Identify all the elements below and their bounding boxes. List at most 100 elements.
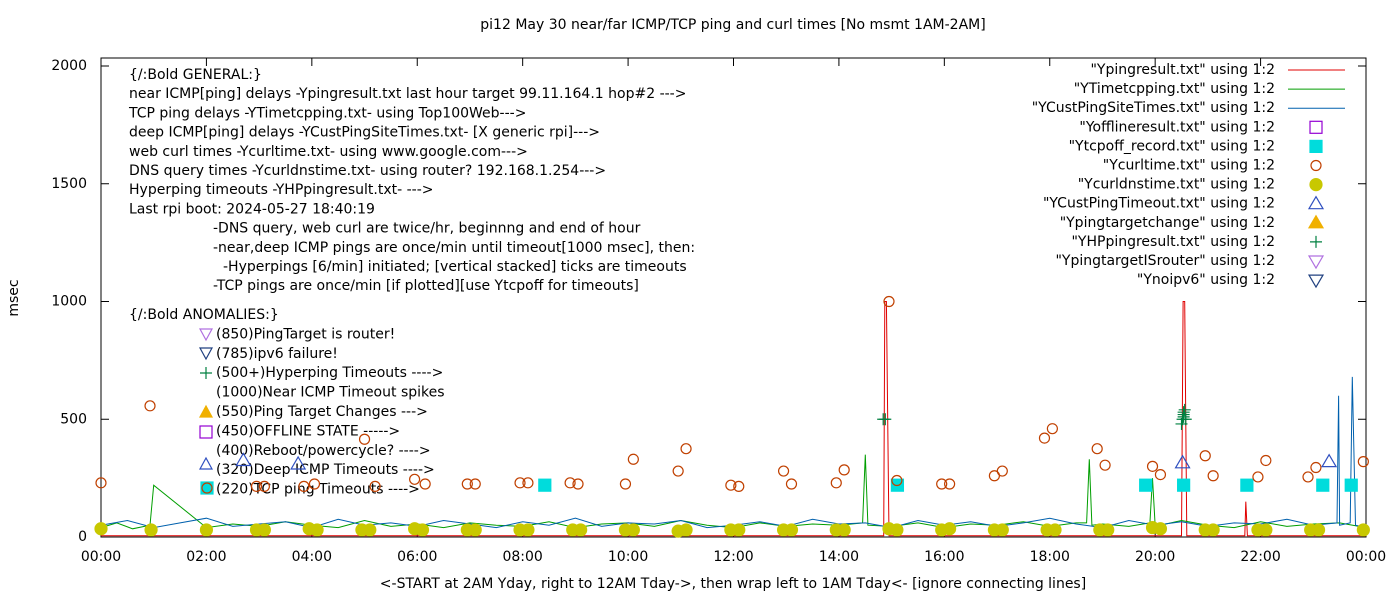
marker [1177, 406, 1190, 419]
series [877, 403, 1192, 430]
annotation: -near,deep ICMP pings are once/min until… [213, 240, 695, 256]
icon [200, 481, 214, 495]
series [100, 376, 1367, 529]
marker [1357, 456, 1369, 468]
marker [996, 465, 1008, 477]
x-tick-label: 14:00 [819, 549, 859, 565]
marker [1206, 523, 1220, 537]
x-tick-label: 18:00 [1030, 549, 1070, 565]
marker [1146, 460, 1159, 472]
marker [838, 464, 850, 476]
x-tick-label: 12:00 [713, 549, 753, 565]
marker [1307, 255, 1325, 270]
legend-label: "YHPpingresult.txt" using 1:2 [1071, 234, 1275, 250]
marker [1240, 478, 1254, 492]
marker [1177, 478, 1191, 492]
marker [936, 478, 948, 490]
marker [257, 523, 271, 537]
legend-label: "YCustPingSiteTimes.txt" using 1:2 [1032, 100, 1275, 116]
marker [943, 522, 957, 536]
marker [1154, 468, 1167, 481]
marker [369, 480, 381, 492]
marker [1260, 454, 1272, 467]
y-tick-label: 0 [78, 529, 87, 545]
marker [1309, 178, 1323, 192]
y-axis-label: msec [6, 279, 22, 316]
x-tick-label: 22:00 [1240, 549, 1280, 565]
x-tick-label: 06:00 [397, 549, 437, 565]
y-tick-label: 1000 [51, 294, 87, 310]
marker [538, 478, 552, 492]
annotation: (450)OFFLINE STATE -----> [216, 423, 400, 439]
marker [1344, 478, 1358, 492]
marker [1310, 159, 1322, 172]
annotation: (320)Deep ICMP Timeouts ----> [216, 462, 435, 478]
marker [733, 480, 745, 492]
annotation: (550)Ping Target Changes ---> [216, 404, 428, 420]
marker [672, 465, 684, 477]
marker [461, 478, 473, 490]
marker [298, 480, 310, 492]
annotation: Last rpi boot: 2024-05-27 18:40:19 [129, 201, 375, 217]
icon [199, 425, 213, 439]
annotation: -DNS query, web curl are twice/hr, begin… [213, 221, 641, 237]
series [94, 520, 1370, 538]
x-tick-label: 08:00 [502, 549, 542, 565]
marker [777, 465, 790, 477]
marker [574, 523, 588, 537]
annotation: -Hyperpings [6/min] initiated; [vertical… [223, 259, 687, 275]
marker [308, 478, 321, 490]
icon [200, 367, 212, 379]
marker [290, 455, 307, 470]
marker [95, 477, 107, 489]
marker [1309, 139, 1323, 153]
marker [1321, 453, 1338, 468]
chart-title: pi12 May 30 near/far ICMP/TCP ping and c… [480, 17, 985, 33]
x-tick-label: 10:00 [608, 549, 648, 565]
marker [469, 478, 481, 490]
marker [1207, 470, 1219, 482]
marker [1309, 120, 1323, 134]
marker [890, 523, 904, 537]
marker [1101, 523, 1115, 537]
annotation: (500+)Hyperping Timeouts ----> [216, 365, 443, 381]
marker [310, 523, 324, 537]
x-tick-label: 00:00 [1346, 549, 1386, 565]
x-tick-label: 02:00 [186, 549, 226, 565]
annotation: {/:Bold ANOMALIES:} [129, 307, 279, 323]
marker [680, 443, 692, 455]
marker [785, 478, 798, 490]
legend-label: "Ypingtargetchange" using 1:2 [1060, 215, 1275, 231]
marker [235, 452, 252, 467]
x-tick-label: 16:00 [924, 549, 964, 565]
marker [419, 478, 431, 490]
marker [784, 523, 799, 537]
annotation: TCP ping delays -YTimetcpping.txt- using… [128, 105, 526, 121]
marker [468, 523, 482, 537]
x-tick-label: 04:00 [292, 549, 332, 565]
marker [572, 478, 584, 490]
marker [1316, 478, 1330, 492]
annotation: (1000)Near ICMP Timeout spikes [216, 385, 445, 401]
marker [144, 523, 158, 537]
marker [363, 523, 377, 537]
marker [1174, 454, 1191, 469]
annotation-icons [198, 328, 214, 495]
marker [1139, 478, 1153, 492]
marker [626, 523, 640, 537]
marker [1153, 522, 1168, 536]
legend-label: "Yofflineresult.txt" using 1:2 [1079, 119, 1275, 135]
marker [144, 400, 156, 412]
annotation: web curl times -Ycurltime.txt- using www… [129, 144, 528, 160]
series-line [101, 301, 1366, 537]
annotation: (850)PingTarget is router! [216, 326, 395, 342]
icon [198, 456, 214, 470]
series [235, 452, 1338, 470]
marker [1099, 459, 1111, 471]
marker [725, 479, 737, 491]
legend-label: "Ynoipv6" using 1:2 [1137, 272, 1275, 288]
marker [199, 523, 214, 537]
marker [1091, 443, 1103, 455]
legend-label: "Ycurltime.txt" using 1:2 [1103, 158, 1275, 174]
x-tick-label: 20:00 [1135, 549, 1175, 565]
